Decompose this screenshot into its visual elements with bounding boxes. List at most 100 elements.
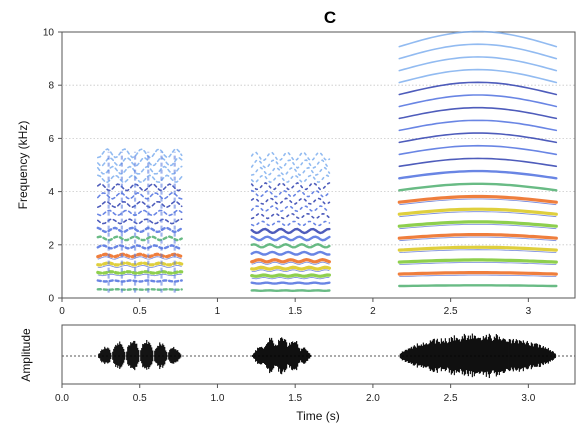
harmonic-band [250,257,331,264]
harmonic-edge [251,269,330,273]
spectrogram-x-ticks: 0 0.5 1 1.5 2 2.5 3 [59,298,532,317]
waveform-x-tick-label: 2.0 [366,393,380,404]
harmonic-edge [399,249,557,253]
y-tick-label: 6 [48,134,54,145]
x-tick-label: 3 [526,306,532,317]
harmonic-band [250,159,331,169]
harmonic-band [96,235,183,242]
harmonic-band [398,43,558,60]
y-axis-label-frequency: Frequency (kHz) [16,121,30,210]
harmonic-band [397,245,558,252]
x-tick-label: 1 [215,306,221,317]
harmonic-edge [399,211,557,218]
spectrogram-frame [61,31,576,299]
harmonic-band [398,119,558,132]
waveform-x-tick-label: 0.5 [133,393,147,404]
harmonic-band [250,227,331,235]
waveform-x-tick-label: 1.0 [211,393,225,404]
x-tick-label: 2 [370,306,376,317]
harmonic-band [398,284,558,288]
harmonic-edge [399,198,557,206]
harmonic-band [96,270,184,275]
harmonic-band [397,194,558,204]
harmonic-band [397,220,558,228]
harmonic-edge [251,277,330,280]
waveform-panel: 0.0 0.5 1.0 1.5 2.0 2.5 3.0 Amplitude Time (s) [19,324,576,423]
harmonic-band [96,279,183,283]
harmonic-band [398,56,558,72]
harmonic-band [97,156,183,167]
harmonic-band [97,183,183,192]
harmonic-band [398,182,558,192]
harmonic-band [97,165,183,175]
waveform-segment [399,333,557,379]
x-tick-label: 2.5 [444,306,458,317]
harmonic-band [97,218,183,225]
harmonic-band [96,226,183,234]
harmonic-band [250,189,331,198]
harmonic-band [250,281,331,285]
harmonic-band [250,220,331,227]
y-tick-label: 0 [48,294,54,305]
harmonic-edge [399,236,557,242]
y-tick-label: 4 [48,187,54,198]
harmonic-band [97,200,183,209]
x-axis-label-time: Time (s) [296,409,340,423]
harmonic-band [97,192,183,200]
harmonic-band [397,271,558,276]
harmonic-band [250,181,331,191]
harmonic-band [398,68,558,84]
harmonic-band [398,144,558,156]
harmonic-edge [97,256,182,260]
harmonic-band [250,289,331,293]
spectrogram-segment [397,30,558,288]
waveform-segment [98,339,182,371]
waveform-x-tick-label: 2.5 [444,393,458,404]
harmonic-band [398,157,558,168]
y-tick-label: 10 [43,28,55,39]
harmonic-band [96,287,183,291]
waveform-x-tick-label: 0.0 [55,393,69,404]
harmonic-band [97,174,183,184]
harmonic-band [96,261,184,267]
harmonic-band [250,250,331,256]
harmonic-band [397,207,558,216]
harmonic-band [96,252,184,259]
harmonic-edge [399,274,557,277]
harmonic-band [398,30,558,48]
harmonic-band [250,265,331,271]
harmonic-band [397,233,558,240]
waveform-segment [252,337,312,375]
harmonic-band [398,81,558,96]
harmonic-band [250,205,331,213]
harmonic-band [97,148,183,159]
harmonic-band [250,197,331,205]
harmonic-edge [97,264,182,268]
chart-title: C [324,8,336,27]
harmonic-edge [399,224,557,230]
waveform-x-tick-label: 3.0 [521,393,535,404]
x-tick-label: 1.5 [288,306,302,317]
harmonic-edge [399,262,557,265]
spectrogram-y-ticks: 0 2 4 6 8 10 [43,28,62,305]
harmonic-band [250,243,331,249]
harmonic-band [397,258,558,264]
spectrogram-segment [250,151,331,293]
harmonic-band [250,235,331,242]
x-tick-label: 0.5 [133,306,147,317]
harmonic-band [250,166,331,177]
x-tick-label: 0 [59,306,65,317]
harmonic-band [398,106,558,120]
harmonic-edge [97,273,182,277]
waveform-marks [98,333,557,379]
y-axis-label-amplitude: Amplitude [19,328,33,382]
spectrogram-marks [96,30,558,293]
spectrogram-panel: 0 2 4 6 8 10 0 0.5 1 1.5 2 2.5 3 Frequency (kHz) [16,28,576,317]
harmonic-band [398,169,558,180]
spectrogram-segment [96,148,184,293]
harmonic-band [398,132,558,144]
harmonic-band [250,273,331,278]
harmonic-band [250,151,331,162]
waveform-x-ticks: 0.0 0.5 1.0 1.5 2.0 2.5 3.0 [55,384,536,404]
